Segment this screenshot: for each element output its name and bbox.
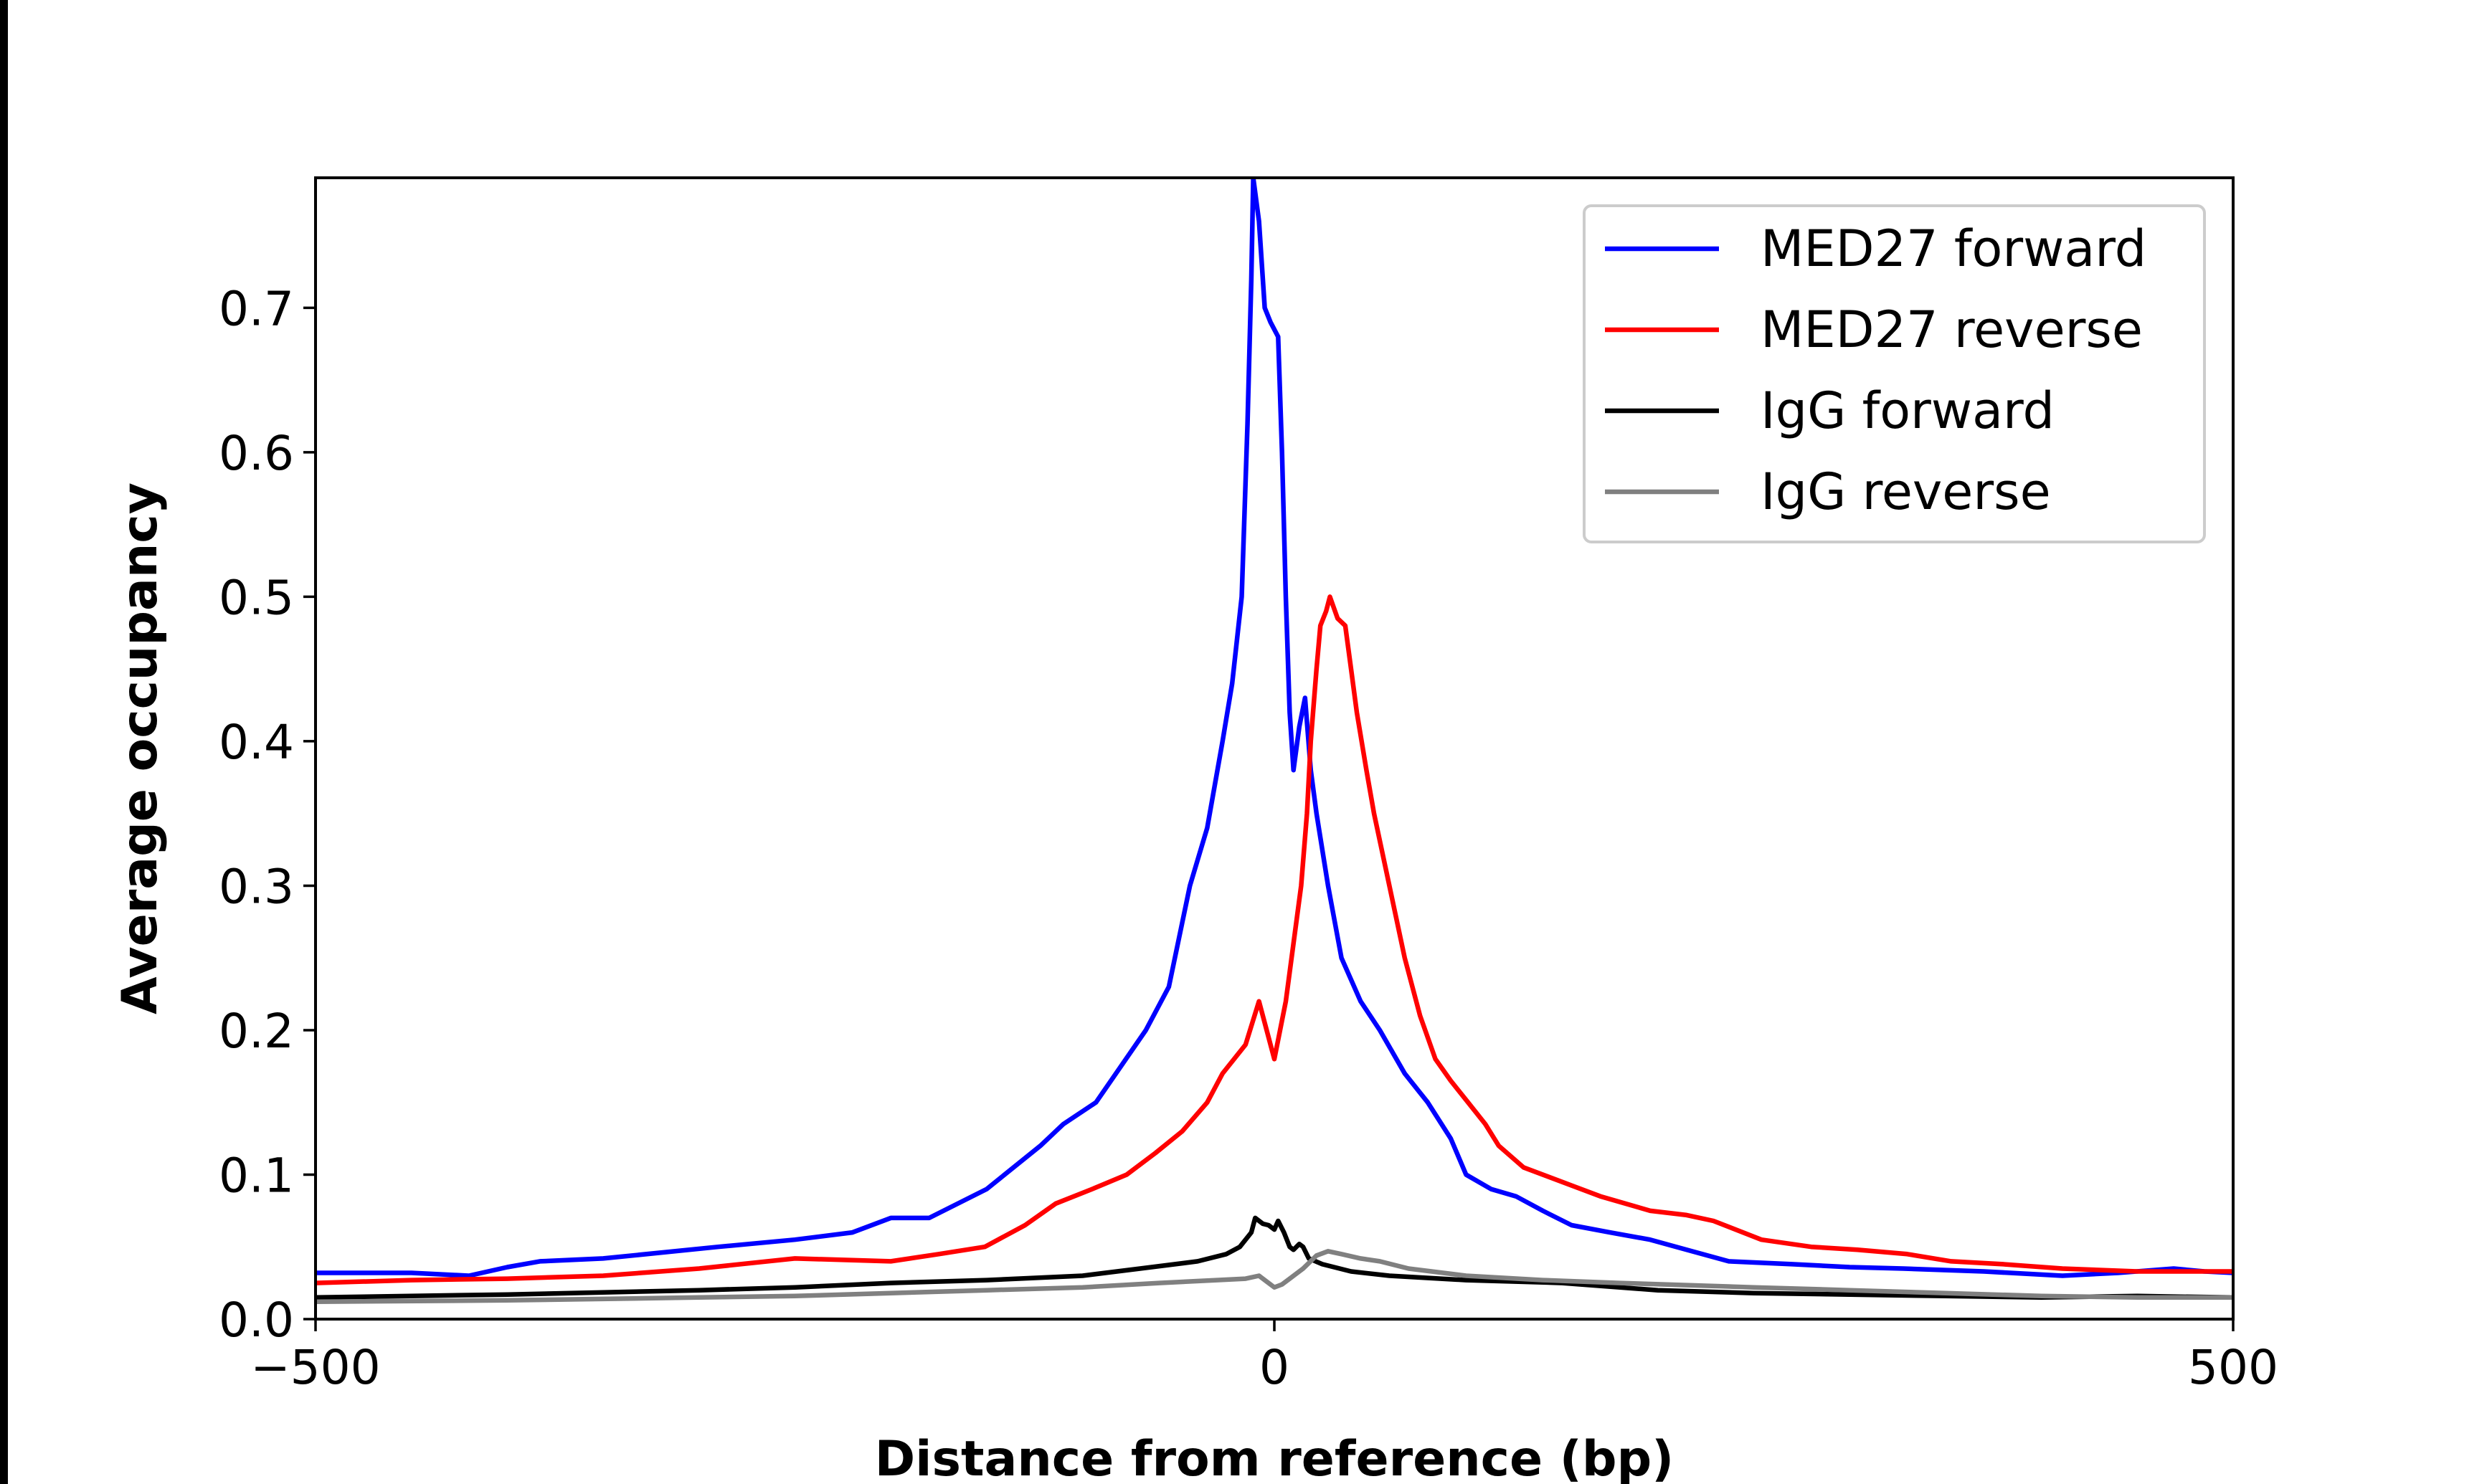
series-line-med27-reverse: [316, 594, 2233, 1285]
y-tick-label: 0.4: [219, 715, 294, 770]
y-tick-label: 0.6: [219, 426, 294, 481]
y-tick-label: 0.0: [219, 1293, 294, 1348]
series-line-med27-forward: [316, 178, 2233, 1278]
legend-label: IgG forward: [1761, 381, 2055, 440]
y-tick-label: 0.5: [219, 570, 294, 625]
x-tick-label: −500: [250, 1340, 380, 1395]
y-tick-label: 0.1: [219, 1148, 294, 1203]
legend: MED27 forward MED27 reverse IgG forward IgG…: [1583, 204, 2206, 543]
legend-label: MED27 reverse: [1761, 300, 2143, 359]
legend-label: MED27 forward: [1761, 219, 2146, 278]
x-axis-ticks: −500 0 500: [250, 1319, 2278, 1395]
y-tick-label: 0.3: [219, 859, 294, 914]
x-tick-label: 500: [2188, 1340, 2278, 1395]
y-tick-label: 0.2: [219, 1004, 294, 1059]
series-line-igg-reverse: [316, 1249, 2233, 1305]
y-axis-label: Average occupancy: [112, 482, 169, 1014]
legend-box: [1583, 204, 2206, 543]
series-line-igg-forward: [316, 1215, 2233, 1300]
y-axis-ticks: 0.0 0.1 0.2 0.3 0.4 0.5 0.6 0.7: [219, 281, 316, 1348]
series-layer: [316, 178, 2233, 1305]
x-axis-label: Distance from reference (bp): [875, 1431, 1674, 1484]
legend-label: IgG reverse: [1761, 462, 2051, 521]
y-tick-label: 0.7: [219, 281, 294, 336]
x-tick-label: 0: [1259, 1340, 1289, 1395]
left-border: [0, 0, 8, 1484]
